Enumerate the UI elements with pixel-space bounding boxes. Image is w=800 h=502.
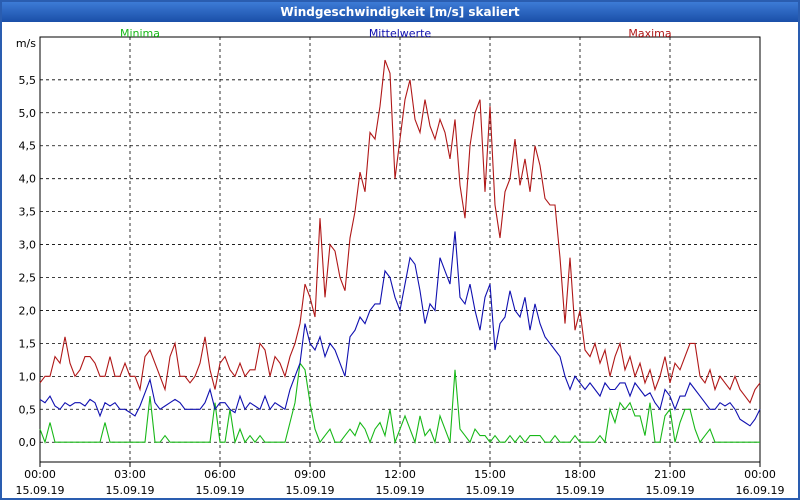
x-tick-label: 06:00 15.09.19 <box>196 468 245 497</box>
data-line <box>39 361 760 445</box>
y-tick-label: 0,5 <box>19 403 37 416</box>
x-tick-label: 15:00 15.09.19 <box>466 468 515 497</box>
x-tick-label: 00:00 16.09.19 <box>736 468 785 497</box>
y-tick-label: 5,0 <box>19 107 37 120</box>
y-tick-label: 3,5 <box>19 206 37 219</box>
y-tick-label: 0,0 <box>19 436 37 449</box>
title-bar: Windgeschwindigkeit [m/s] skaliert <box>2 2 798 22</box>
x-tick-label: 03:00 15.09.19 <box>106 468 155 497</box>
legend-entry: Maxima <box>628 27 671 40</box>
legend-entry: Mittelwerte <box>369 27 432 40</box>
y-tick-label: 4,0 <box>19 173 37 186</box>
y-tick-label: 2,0 <box>19 304 37 317</box>
y-tick-label: 4,5 <box>19 140 37 153</box>
x-tick-label: 09:00 15.09.19 <box>286 468 335 497</box>
chart: 0,0 0,5 1,0 1,5 2,0 2,5 3,0 3,5 4,0 4,5 5,0 5,5 00:0… <box>16 27 785 497</box>
x-tick-label: 21:00 15.09.19 <box>646 468 695 497</box>
y-axis-label: m/s <box>16 37 36 50</box>
y-tick-label: 2,5 <box>19 272 37 285</box>
y-tick-label: 1,0 <box>19 370 37 383</box>
y-tick-label: 5,5 <box>19 74 37 87</box>
y-tick-label: 3,0 <box>19 239 37 252</box>
x-tick-label: 00:00 15.09.19 <box>16 468 65 497</box>
x-tick-label: 18:00 15.09.19 <box>556 468 605 497</box>
y-tick-label: 1,5 <box>19 337 37 350</box>
data-line <box>39 59 761 404</box>
x-tick-label: 12:00 15.09.19 <box>376 468 425 497</box>
data-line <box>39 231 761 427</box>
legend-entry: Minima <box>120 27 160 40</box>
